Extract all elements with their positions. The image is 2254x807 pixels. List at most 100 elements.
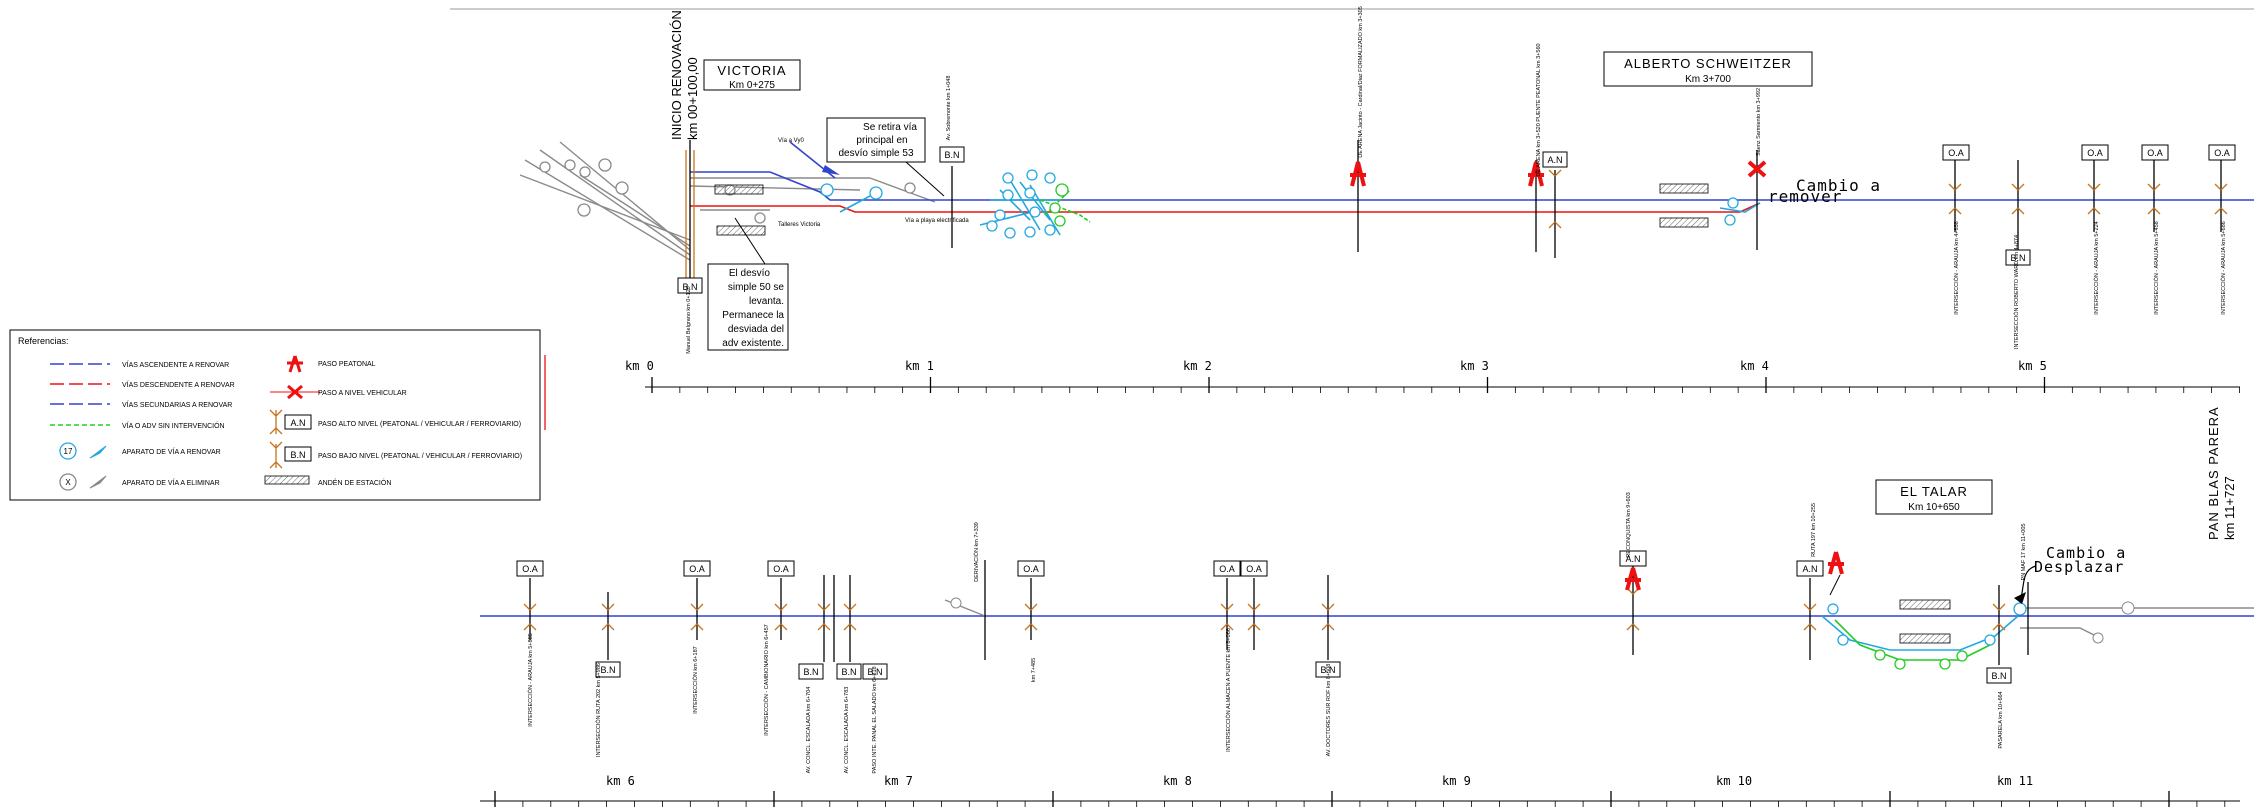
crossing-bottom-10: AV. DOCTORES SUR ROF km 8+508 — [1326, 664, 1332, 757]
legend-label-sin: VÍA O ADV SIN INTERVENCIÓN — [122, 421, 225, 430]
crossing-bottom-4: AV. CONCL. ESCALADA km 6+704 — [806, 687, 812, 774]
crossing-bottom-7: DERIVACIÓN km 7+339 — [973, 522, 980, 582]
crossing-top-6: INTERSECCIÓN ROBERTO WARD km 4+874 — [2013, 235, 2020, 349]
legend-label-peatonal: PASO PEATONAL — [318, 361, 376, 368]
bottom-section: EL TALAR Km 10+650 Cambio a Desplazar — [480, 479, 2254, 807]
crossing-bottom-9: INTERSECCIÓN ALMACEN A PUENTE km 8+066 — [1225, 628, 1232, 752]
crossing-top-3: DE ARENA km 3+520 PUENTE PEATONAL km 3+5… — [1536, 43, 1542, 176]
crossing-top-7: INTERSECCIÓN - ARAUJA km 5+224 — [2093, 221, 2100, 314]
station-victoria-name: VICTORIA — [717, 63, 786, 78]
km-label-top-5: km 5 — [2018, 359, 2047, 373]
start-label: INICIO RENOVACIÓN — [669, 10, 684, 140]
legend-label-renovar: APARATO DE VÍA A RENOVAR — [122, 447, 221, 456]
crossing-top-4: Sáenz Sarmiento km 3+992 — [1756, 88, 1762, 156]
km-axis-top — [645, 377, 2240, 393]
station-eltalar-km: Km 10+650 — [1908, 502, 1960, 513]
legend-label-bajo: PASO BAJO NIVEL (PEATONAL / VEHICULAR / … — [318, 453, 522, 460]
km-label-top-4: km 4 — [1740, 359, 1769, 373]
svg-text:B.N: B.N — [1991, 671, 2006, 681]
svg-text:B.N: B.N — [944, 150, 959, 160]
svg-text:B.N: B.N — [290, 450, 305, 460]
pan-title: PAN BLAS PARERA — [2206, 406, 2221, 540]
note-via-vy0: Vía a Vy0 — [778, 138, 804, 144]
km-label-bottom-4: km 10 — [1716, 774, 1752, 788]
legend-label-anden: ANDÉN DE ESTACIÓN — [318, 478, 391, 487]
crossing-bottom-6: PASO INTE. PANAL EL SALADO km 6+818 — [872, 666, 878, 773]
svg-text:B.N: B.N — [682, 282, 697, 292]
svg-text:B.N: B.N — [867, 667, 882, 677]
svg-text:O.A: O.A — [689, 564, 705, 574]
note-via-playa: Vía a playa electrificada — [905, 218, 969, 224]
legend-label-asc: VÍAS ASCENDENTE A RENOVAR — [122, 360, 229, 369]
legend: Referencias: 17 X VÍAS ASCENDENTE A RENO… — [9, 329, 546, 501]
crossing-bottom-0: INTERSECCIÓN - ARAUJA km 5+885 — [527, 633, 534, 726]
pan-km: km 11+727 — [2222, 476, 2237, 540]
svg-text:O.A: O.A — [1246, 564, 1262, 574]
svg-text:B.N: B.N — [1320, 665, 1335, 675]
crossing-top-2: DE ARENA Jacinto - Cardinal/Diaz FORMALI… — [1358, 6, 1364, 157]
crossing-bottom-8: km 7+485 — [1031, 658, 1037, 682]
legend-title: Referencias: — [18, 336, 69, 346]
legend-label-alto: PASO ALTO NIVEL (PEATONAL / VEHICULAR / … — [318, 421, 521, 428]
start-km: km 00+100,00 — [685, 57, 700, 140]
km-label-bottom-2: km 8 — [1163, 774, 1192, 788]
svg-text:B.N: B.N — [841, 667, 856, 677]
crossing-bottom-13: PASARELA km 10+664 — [1998, 691, 2004, 748]
svg-text:desviada del: desviada del — [728, 324, 784, 335]
station-schweitzer-km: Km 3+700 — [1685, 74, 1731, 85]
svg-text:O.A: O.A — [2147, 148, 2163, 158]
svg-text:simple 50 se: simple 50 se — [728, 282, 785, 293]
svg-text:B.N: B.N — [2010, 253, 2025, 263]
svg-text:O.A: O.A — [1023, 564, 1039, 574]
crossing-bottom-12: RUTA 197 km 10+255 — [1811, 503, 1817, 557]
km-label-top-0: km 0 — [625, 359, 654, 373]
km-label-top-3: km 3 — [1460, 359, 1489, 373]
svg-text:O.A: O.A — [522, 564, 538, 574]
svg-text:O.A: O.A — [773, 564, 789, 574]
km-label-bottom-3: km 9 — [1442, 774, 1471, 788]
crossing-top-5: INTERSECCIÓN - ARAUJA km 4+658 — [1953, 221, 1960, 314]
km-label-bottom-0: km 6 — [606, 774, 635, 788]
crossing-bottom-2: INTERSECCIÓN km 6+187 — [692, 646, 699, 713]
crossing-bottom-5: AV. CONCL. ESCALADA km 6+783 — [844, 687, 850, 774]
crossing-bottom-1: INTERSECCIÓN RUTA 202 km 5+986 — [595, 663, 602, 757]
svg-text:principal en: principal en — [856, 135, 907, 146]
svg-text:Cambio a: Cambio a — [2046, 544, 2126, 562]
crossing-top-9: INTERSECCIÓN - ARAUJA km 5+686 — [2220, 221, 2227, 314]
legend-label-sec: VÍAS SECUNDARIAS A RENOVAR — [122, 400, 232, 409]
svg-text:O.A: O.A — [2087, 148, 2103, 158]
svg-text:remover: remover — [1768, 187, 1842, 206]
svg-text:A.N: A.N — [1547, 155, 1562, 165]
km-label-top-1: km 1 — [905, 359, 934, 373]
crossing-top-8: INTERSECCIÓN - ARAUJA km 5+458 — [2153, 221, 2160, 314]
svg-text:A.N: A.N — [1625, 554, 1640, 564]
svg-text:adv existente.: adv existente. — [722, 338, 784, 349]
legend-label-vehicular: PASO A NIVEL VEHICULAR — [318, 390, 407, 397]
legend-label-eliminar: APARATO DE VÍA A ELIMINAR — [122, 478, 220, 487]
svg-text:Permanece la: Permanece la — [722, 310, 784, 321]
svg-text:A.N: A.N — [290, 418, 305, 428]
km-label-bottom-5: km 11 — [1997, 774, 2033, 788]
svg-text:O.A: O.A — [1219, 564, 1235, 574]
crossing-bottom-3: INTERSECCIÓN - CAMBIONARIO km 6+457 — [763, 624, 770, 735]
km-label-bottom-1: km 7 — [884, 774, 913, 788]
svg-text:O.A: O.A — [1948, 148, 1964, 158]
svg-text:El desvío: El desvío — [729, 268, 771, 279]
top-oa-crossings: O.A O.A O.A O.A B.N INTERSECCIÓN - ARAUJ… — [1942, 144, 2236, 349]
legend-label-desc: VÍAS DESCENDENTE A RENOVAR — [122, 380, 235, 389]
km-label-top-2: km 2 — [1183, 359, 1212, 373]
crossing-top-1: Av. Sobremonte km 1+048 — [946, 76, 952, 141]
svg-text:17: 17 — [64, 447, 73, 456]
svg-text:levanta.: levanta. — [749, 296, 784, 307]
svg-text:A.N: A.N — [1802, 564, 1817, 574]
svg-text:Se retira vía: Se retira vía — [863, 122, 917, 133]
svg-text:X: X — [65, 478, 71, 487]
svg-text:B.N: B.N — [600, 665, 615, 675]
top-section: INICIO RENOVACIÓN km 00+100,00 B.N Manue… — [519, 6, 2254, 393]
svg-text:B.N: B.N — [803, 667, 818, 677]
km-axis-bottom — [480, 791, 2240, 807]
note-talleres: Talleres Victoria — [778, 222, 821, 228]
station-eltalar-name: EL TALAR — [1900, 484, 1968, 499]
station-schweitzer-name: ALBERTO SCHWEITZER — [1624, 56, 1792, 71]
